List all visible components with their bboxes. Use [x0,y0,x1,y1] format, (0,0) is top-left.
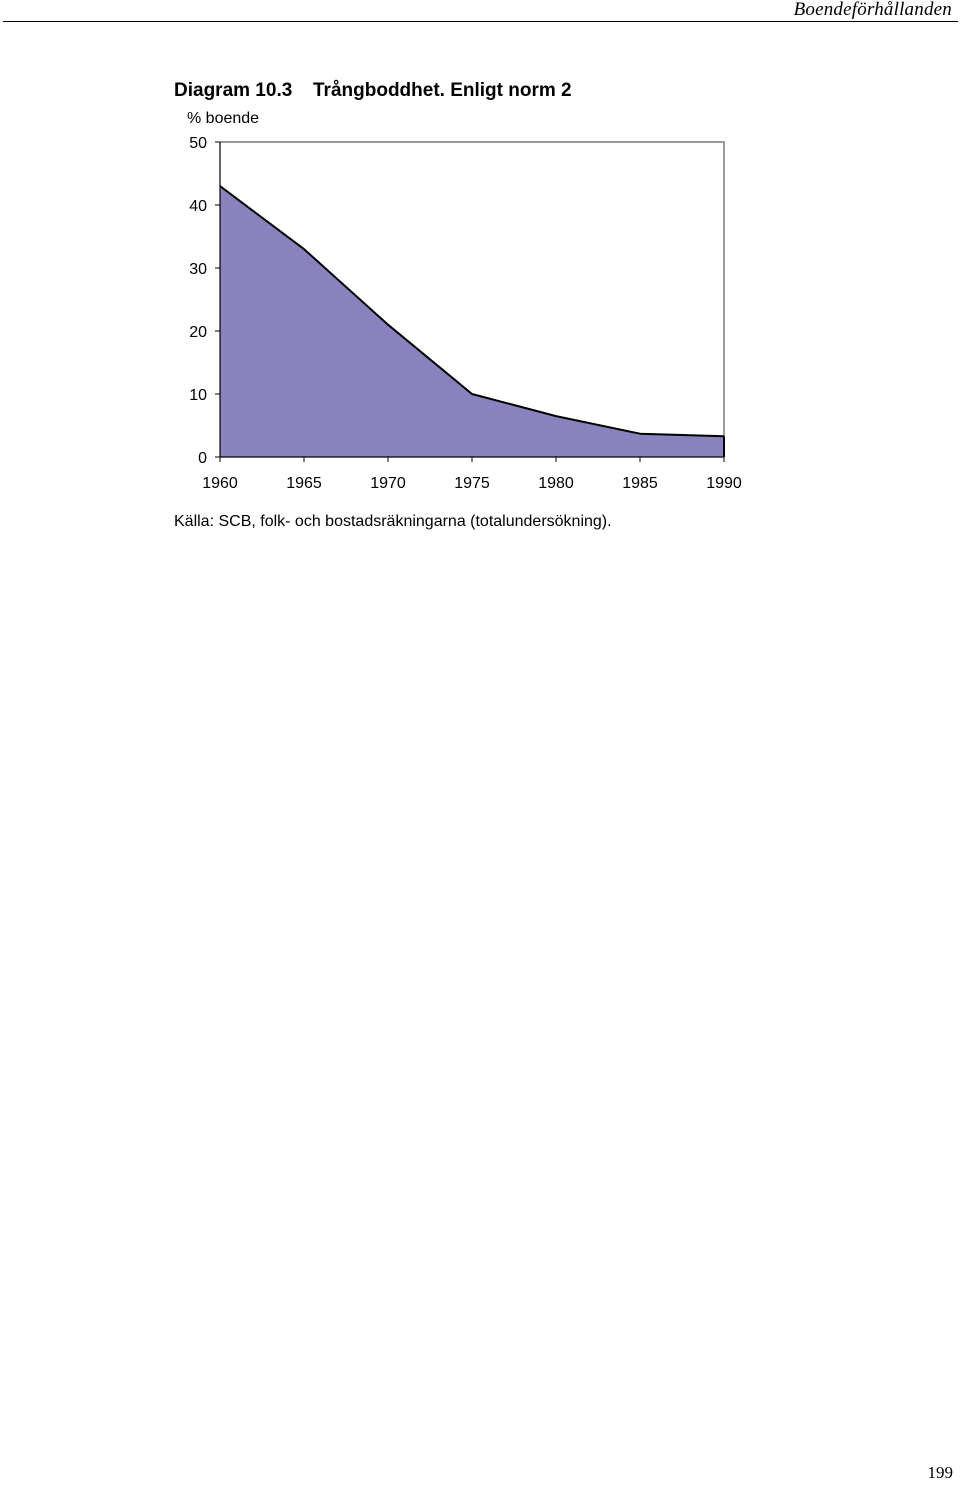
series-area [220,186,724,457]
y-tick-label: 20 [189,324,207,341]
x-tick-label: 1975 [454,475,490,492]
page-number: 199 [927,1463,954,1482]
x-tick-label: 1985 [622,475,658,492]
y-axis: 0 10 20 30 40 50 [189,135,221,467]
x-tick-label: 1980 [538,475,574,492]
y-axis-label: % boende [187,110,259,127]
x-tick-label: 1960 [202,475,238,492]
y-tick-label: 0 [198,450,207,467]
x-tick-label: 1990 [706,475,742,492]
running-header: Boendeförhållanden [793,0,952,20]
y-tick-label: 40 [189,198,207,215]
chart-title: Trångboddhet. Enligt norm 2 [313,80,572,101]
area-chart: % boende 0 10 20 30 40 50 1960 1965 1970 1975 198… [187,110,742,492]
y-tick-label: 50 [189,135,207,152]
x-tick-label: 1965 [286,475,322,492]
source-note: Källa: SCB, folk- och bostadsräkningarna… [174,513,612,530]
y-tick-label: 30 [189,261,207,278]
header-rule [3,21,958,22]
y-tick-label: 10 [189,387,207,404]
diagram-label: Diagram 10.3 [174,80,293,101]
plot-frame [220,141,725,457]
plot-frame-border [220,141,725,457]
x-tick-label: 1970 [370,475,406,492]
x-axis: 1960 1965 1970 1975 1980 1985 1990 [202,456,742,492]
area-layer [219,185,725,457]
